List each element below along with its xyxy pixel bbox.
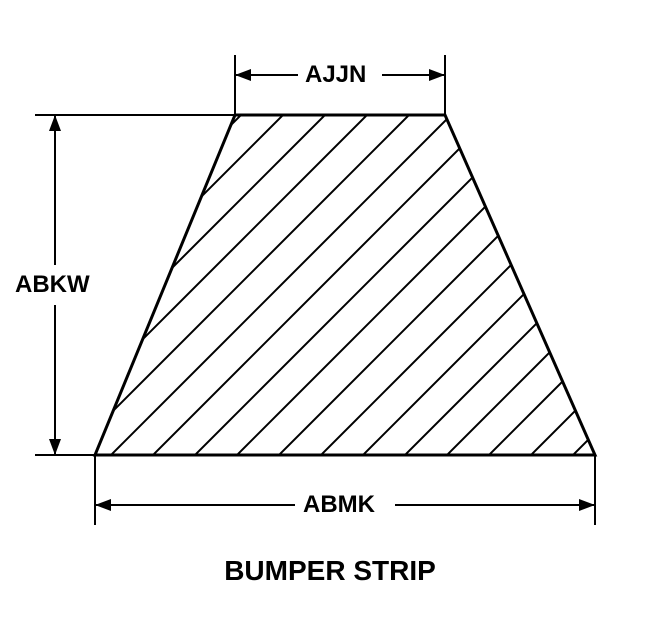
diagram-container: AJJN ABKW ABMK BUMPER STRIP <box>0 0 660 630</box>
technical-drawing-svg <box>0 0 660 630</box>
abmk-label: ABMK <box>303 491 375 519</box>
abkw-label: ABKW <box>15 271 90 299</box>
diagram-title: BUMPER STRIP <box>0 555 660 587</box>
ajjn-label: AJJN <box>305 61 366 89</box>
